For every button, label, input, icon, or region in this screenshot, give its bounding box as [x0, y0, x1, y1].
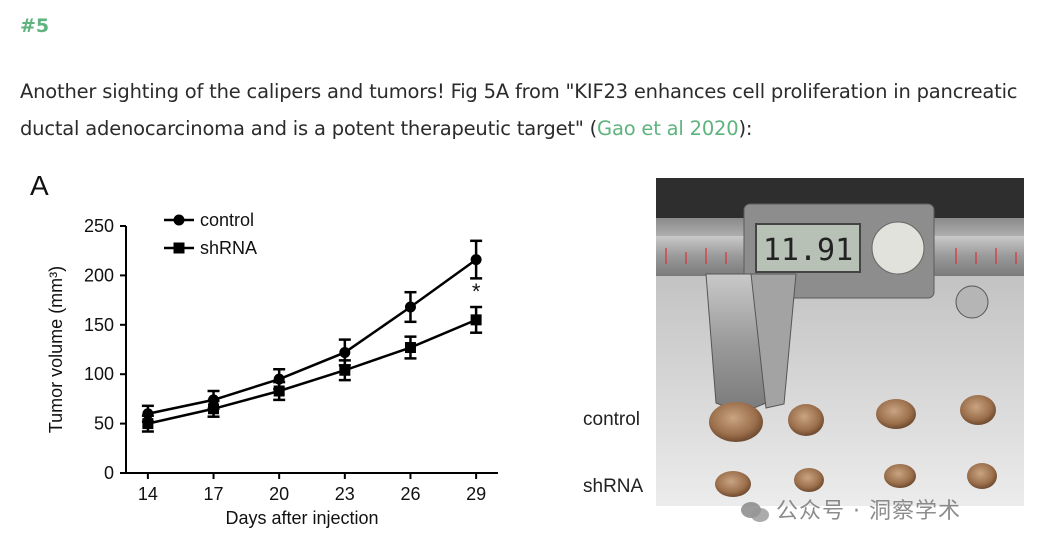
tumor-volume-chart: 0 50 100 150 200 250 14 17 20 23 26 29 Days after in…	[46, 210, 498, 528]
data-point-shRNA	[404, 342, 416, 354]
caliper-photo: 11.91	[656, 178, 1024, 506]
photo-label-control: control	[583, 409, 641, 430]
intro-text: Another sighting of the calipers and tum…	[20, 80, 1018, 140]
x-axis-label: Days after injection	[225, 508, 378, 528]
legend-label-shRNA: shRNA	[200, 238, 257, 258]
section-heading: #5	[20, 15, 50, 37]
panel-letter: A	[30, 170, 49, 201]
data-point-shRNA	[273, 385, 285, 397]
series-line-shRNA	[147, 318, 477, 425]
data-point-shRNA	[142, 418, 154, 430]
legend-marker	[173, 242, 185, 254]
x-tick-label: 17	[204, 484, 224, 504]
data-point-control	[470, 254, 482, 266]
legend-marker	[173, 214, 185, 226]
data-point-shRNA	[470, 314, 482, 326]
intro-paragraph: Another sighting of the calipers and tum…	[20, 73, 1020, 147]
wechat-icon	[741, 502, 769, 522]
watermark-text: 公众号 · 洞察学术	[776, 499, 961, 524]
legend-label-control: control	[200, 210, 254, 230]
data-point-shRNA	[339, 364, 351, 376]
y-tick-label: 250	[84, 216, 114, 236]
y-tick-label: 50	[94, 414, 114, 434]
x-tick-label: 29	[466, 484, 486, 504]
x-tick-label: 23	[335, 484, 355, 504]
x-tick-label: 14	[138, 484, 158, 504]
y-tick-label: 150	[84, 315, 114, 335]
data-point-shRNA	[208, 403, 220, 415]
y-tick-label: 0	[104, 463, 114, 483]
citation-link[interactable]: Gao et al 2020	[597, 117, 739, 140]
data-point-control	[339, 346, 351, 358]
y-tick-label: 200	[84, 265, 114, 285]
y-axis-label: Tumor volume (mm³)	[46, 266, 66, 433]
caliper-readout: 11.91	[763, 233, 853, 268]
series-line-control	[147, 258, 477, 415]
watermark: 公众号 · 洞察学术	[740, 493, 961, 525]
x-tick-label: 20	[269, 484, 289, 504]
photo-label-shrna: shRNA	[583, 476, 644, 497]
outro-text: ):	[738, 117, 753, 140]
x-tick-label: 26	[400, 484, 420, 504]
data-point-control	[404, 301, 416, 313]
y-tick-label: 100	[84, 364, 114, 384]
significance-annotation: *	[472, 279, 481, 304]
